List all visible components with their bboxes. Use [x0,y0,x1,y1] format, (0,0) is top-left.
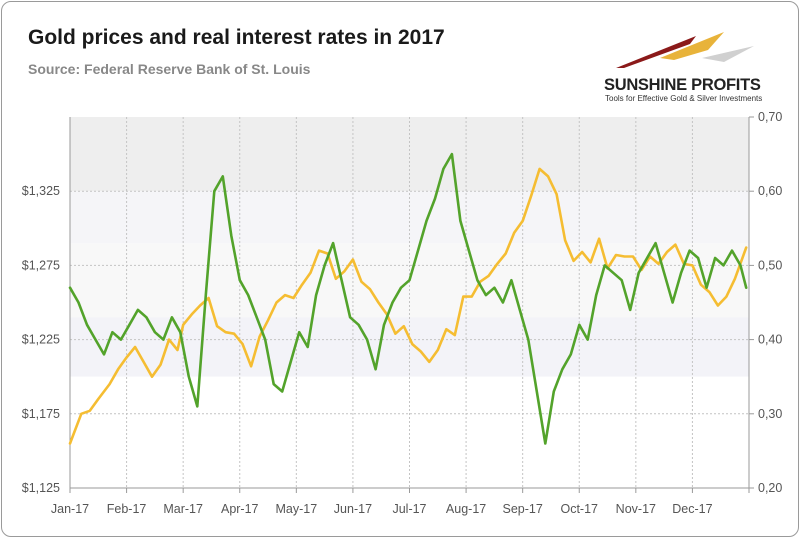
left-axis-tick-label: $1,275 [22,258,60,272]
x-axis-tick-label: Nov-17 [616,502,656,516]
x-axis-tick-label: Sep-17 [503,502,543,516]
left-axis-tick-label: $1,125 [22,481,60,495]
chart-subtitle: Source: Federal Reserve Bank of St. Loui… [28,61,311,77]
right-axis-ticks: 0,20 0,30 0,40 0,50 0,60 0,70 [749,110,782,495]
logo-tagline: Tools for Effective Gold & Silver Invest… [605,94,763,103]
series-group [68,152,748,445]
logo-swoosh-icon [616,32,754,68]
x-axis-tick-label: Oct-17 [560,502,598,516]
x-axis-tick-label: May-17 [275,502,317,516]
right-axis-tick-label: 0,60 [758,184,782,198]
logo-swoosh-gold [660,32,724,60]
logo-name: SUNSHINE PROFITS [604,76,761,94]
gridlines [70,117,749,488]
logo-swoosh-grey [702,46,754,62]
chart-title: Gold prices and real interest rates in 2… [28,26,445,49]
x-axis-tick-label: Aug-17 [446,502,486,516]
x-axis-tick-label: Apr-17 [221,502,259,516]
x-axis-tick-label: Dec-17 [672,502,712,516]
x-axis-tick-label: Jul-17 [392,502,426,516]
right-axis-tick-label: 0,20 [758,481,782,495]
x-axis-tick-label: Mar-17 [163,502,203,516]
x-axis-tick-label: Jun-17 [334,502,372,516]
right-axis-tick-label: 0,30 [758,407,782,421]
right-axis-tick-label: 0,40 [758,333,782,347]
left-axis-tick-label: $1,225 [22,333,60,347]
logo-swoosh-red [616,36,696,68]
real-interest-rate-line [68,152,748,445]
left-axis-tick-label: $1,325 [22,184,60,198]
sunshine-profits-logo: SUNSHINE PROFITS Tools for Effective Gol… [604,28,774,108]
gold-price-line [68,167,748,445]
right-axis-tick-label: 0,70 [758,110,782,124]
left-axis-tick-label: $1,175 [22,407,60,421]
left-axis-ticks: $1,125 $1,175 $1,225 $1,275 $1,325 [22,184,60,495]
x-axis-ticks: Jan-17 Feb-17 Mar-17 Apr-17 May-17 Jun-17 Jul-… [51,488,750,516]
x-axis-tick-label: Jan-17 [51,502,89,516]
right-axis-tick-label: 0,50 [758,258,782,272]
x-axis-tick-label: Feb-17 [107,502,147,516]
